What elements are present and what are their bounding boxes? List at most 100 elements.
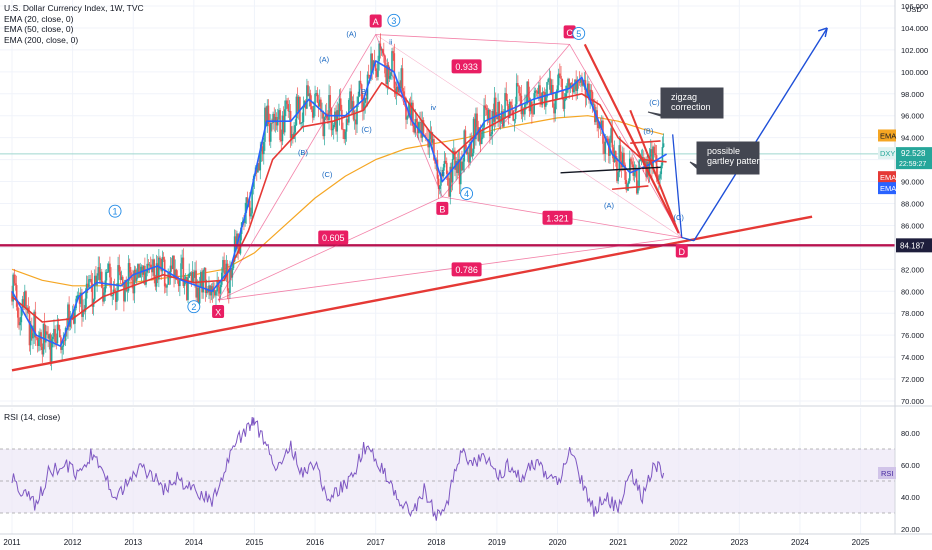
candle-body xyxy=(637,188,639,194)
candle-body xyxy=(450,166,453,183)
candle-body xyxy=(231,268,234,278)
candle-body xyxy=(511,105,513,111)
candle-body xyxy=(218,287,221,294)
candle-body xyxy=(411,102,413,120)
candle-body xyxy=(334,111,336,125)
candle-body xyxy=(204,267,207,293)
candle-body xyxy=(280,140,283,142)
candle-body xyxy=(408,102,411,113)
candle-body xyxy=(522,109,525,115)
rsi-tick: 20.00 xyxy=(901,525,920,534)
candle-body xyxy=(120,276,123,280)
candle-body xyxy=(31,325,33,339)
candle-body xyxy=(17,306,19,318)
candle-body xyxy=(32,333,34,339)
candle-body xyxy=(504,93,506,119)
candle-body xyxy=(137,264,139,278)
candle-body xyxy=(601,120,603,128)
candle-body xyxy=(427,139,429,148)
candle-body xyxy=(541,92,544,105)
callout-text: possible xyxy=(707,146,740,156)
candle-body xyxy=(352,101,355,120)
candle-body xyxy=(183,278,186,286)
candle-body xyxy=(510,101,512,106)
candle-body xyxy=(359,80,362,85)
candle-body xyxy=(635,169,638,194)
wave-small-label: (B) xyxy=(643,126,654,135)
candle-body xyxy=(302,107,305,123)
time-label: 2017 xyxy=(367,538,385,547)
ema50-badge-text: EMA xyxy=(880,173,896,182)
candle-body xyxy=(653,146,656,154)
wave-small-label: (C) xyxy=(322,170,333,179)
wave-label: 1 xyxy=(113,207,118,217)
candle-body xyxy=(189,272,192,274)
legend-ema20[interactable]: EMA (20, close, 0) xyxy=(4,13,74,24)
price-tick: 72.000 xyxy=(901,375,924,384)
candle-body xyxy=(300,123,302,124)
wave-small-label: (A) xyxy=(346,30,357,39)
candle-body xyxy=(96,275,98,286)
candle-body xyxy=(535,90,538,92)
candle-body xyxy=(652,146,654,168)
candle-body xyxy=(577,81,580,83)
candle-body xyxy=(459,161,462,185)
candle-body xyxy=(68,304,70,327)
candle-body xyxy=(314,93,316,107)
candle-body xyxy=(575,79,577,91)
wave-circle xyxy=(108,204,122,218)
candle-body xyxy=(658,178,660,180)
price-tick: 102.000 xyxy=(901,46,928,55)
candle-body xyxy=(318,99,321,107)
candle-body xyxy=(400,68,403,89)
candle-body xyxy=(562,98,565,109)
candle-body xyxy=(588,83,590,101)
legend-ema50[interactable]: EMA (50, close, 0) xyxy=(4,24,74,34)
candle-body xyxy=(158,257,160,280)
candle-body xyxy=(135,277,138,281)
support-trendline xyxy=(11,215,813,372)
time-label: 2019 xyxy=(488,538,506,547)
rsi-pane[interactable] xyxy=(0,416,895,521)
candle-body xyxy=(308,93,311,96)
candle-body xyxy=(13,274,16,284)
harmonic-leg xyxy=(442,44,570,198)
candle-body xyxy=(79,292,82,304)
candle-body xyxy=(456,161,459,173)
candle-body xyxy=(576,81,579,91)
candle-body xyxy=(197,287,200,304)
candle-body xyxy=(431,139,434,143)
candle-body xyxy=(46,331,48,335)
candle-body xyxy=(521,109,524,115)
candle-body xyxy=(619,145,622,161)
candle-body xyxy=(61,346,63,350)
rsi-legend[interactable]: RSI (14, close) xyxy=(4,412,61,422)
candle-body xyxy=(483,105,485,128)
candle-body xyxy=(38,339,40,346)
currency-label: USD xyxy=(906,5,922,14)
candle-body xyxy=(225,263,228,275)
candle-body xyxy=(67,304,69,330)
candle-body xyxy=(339,98,342,110)
wave-small-label: (C) xyxy=(674,213,685,222)
candle-body xyxy=(596,110,598,121)
candle-body xyxy=(260,146,263,152)
wave-small-label: iii xyxy=(440,169,445,178)
candle-body xyxy=(205,288,208,293)
candle-body xyxy=(232,261,235,269)
candle-body xyxy=(287,104,290,112)
level-badge xyxy=(896,238,932,253)
candle-body xyxy=(528,97,531,112)
candle-body xyxy=(200,271,202,287)
candle-body xyxy=(228,290,230,294)
legend-ema200[interactable]: EMA (200, close, 0) xyxy=(4,34,79,45)
candle-body xyxy=(317,102,320,107)
candle-body xyxy=(155,263,158,287)
candle-body xyxy=(568,79,570,88)
candle-body xyxy=(461,161,463,171)
candle-body xyxy=(146,263,149,273)
candle-body xyxy=(98,267,101,280)
candle-body xyxy=(36,337,39,346)
candle-body xyxy=(48,334,51,339)
